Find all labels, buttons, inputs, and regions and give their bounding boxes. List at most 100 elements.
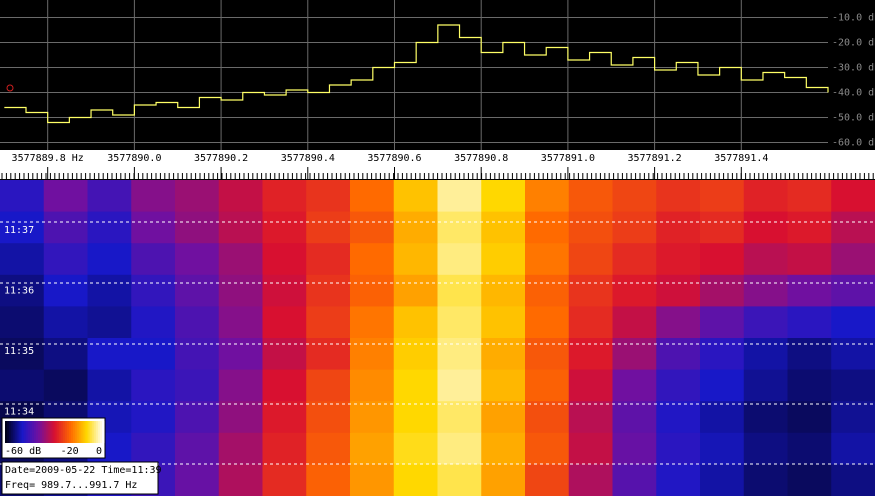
colorbar-swatch [95,421,99,443]
colorbar-swatch [71,421,74,443]
heatmap-cell [656,401,701,434]
heatmap-cell [481,243,526,276]
heatmap-cell [175,401,220,434]
spectrum-plot: -10.0 dB -20.0 dB -30.0 dB -40.0 dB -50.0 dB… [0,0,875,179]
colorbar-swatch [81,421,84,443]
heatmap-cell [350,180,395,213]
heatmap-cell [262,274,307,307]
colorbar-swatch [68,421,72,443]
heatmap-cell [656,369,701,402]
heatmap-cell [787,369,832,402]
colorbar-label: -20 [61,446,79,457]
colorbar-swatch [93,421,97,443]
x-tick-label: 3577891.2 [628,153,682,164]
heatmap-cell [481,369,526,402]
heatmap-cell [700,180,745,213]
heatmap-cell [437,274,482,307]
heatmap-cell [568,338,613,371]
heatmap-cell [306,274,351,307]
heatmap-cell [175,274,220,307]
heatmap-cell [568,306,613,339]
heatmap-cell [525,306,570,339]
y-tick-label: -10.0 dB [832,13,875,24]
heatmap-cell [350,211,395,244]
y-tick-label: -60.0 dB [832,138,875,149]
heatmap-cell [787,243,832,276]
colorbar-swatch [83,421,86,443]
y-tick-label: -40.0 dB [832,88,875,99]
heatmap-cell [568,180,613,213]
heatmap-cell [218,274,263,307]
heatmap-cell [218,338,263,371]
heatmap-cell [787,306,832,339]
marker [6,84,14,92]
heatmap-cell [262,464,307,496]
heatmap-cell [43,274,88,307]
heatmap-cell [787,432,832,465]
heatmap-cell [612,369,657,402]
heatmap-cell [700,338,745,371]
colorbar-label: 0 [96,446,102,457]
x-tick-label: 3577891.4 [714,153,768,164]
colorbar-swatch [9,421,12,443]
colorbar-swatch [77,421,80,443]
heatmap-cell [131,211,176,244]
heatmap-cell [525,211,570,244]
heatmap-cell [0,243,45,276]
colorbar-swatch [75,421,78,443]
heatmap-cell [393,180,438,213]
colorbar-swatch [66,421,70,443]
heatmap-cell [43,211,88,244]
colorbar-swatch [62,421,66,443]
heatmap-cell [525,243,570,276]
heatmap-cell [306,401,351,434]
colorbar-swatch [60,421,64,443]
heatmap-cell [262,180,307,213]
heatmap-cell [175,243,220,276]
heatmap-cell [787,338,832,371]
colorbar-swatch [102,421,105,443]
heatmap-cell [131,274,176,307]
heatmap-cell [87,369,132,402]
colorbar-swatch [56,421,60,443]
heatmap-cell [831,464,875,496]
info-text: Freq= 989.7...991.7 Hz [5,480,137,491]
heatmap-cell [350,432,395,465]
heatmap-cell [262,369,307,402]
heatmap-cell [262,432,307,465]
heatmap-cell [568,464,613,496]
y-tick-label: -30.0 dB [832,63,875,74]
colorbar-swatch [11,421,14,443]
heatmap-cell [656,464,701,496]
heatmap-cell [437,211,482,244]
colorbar-swatch [50,421,53,443]
waterfall: 11:37 11:36 11:35 11:34 -60 dB -20 0 Date=2009-… [0,180,875,496]
heatmap-cell [43,306,88,339]
heatmap-cell [131,180,176,213]
colorbar-label: -60 dB [5,446,41,457]
x-tick-label: 3577890.8 [454,153,508,164]
colorbar-swatch [7,421,10,443]
colorbar-swatch [79,421,82,443]
x-tick-label: 3577890.2 [194,153,248,164]
heatmap-cell [568,401,613,434]
heatmap-cell [612,432,657,465]
heatmap-cell [831,211,875,244]
heatmap-cell [612,274,657,307]
heatmap-cell [525,274,570,307]
heatmap-cell [393,243,438,276]
heatmap-cell [700,274,745,307]
heatmap-cell [218,180,263,213]
time-label: 11:34 [4,407,34,418]
heatmap-cell [656,211,701,244]
heatmap-cell [350,338,395,371]
heatmap-cell [656,243,701,276]
heatmap-cell [218,211,263,244]
heatmap-cell [743,401,788,434]
heatmap-cell [0,180,45,213]
spectrum-panel [0,0,875,150]
heatmap-cell [656,180,701,213]
colorbar-swatch [35,421,39,443]
heatmap-cell [43,369,88,402]
